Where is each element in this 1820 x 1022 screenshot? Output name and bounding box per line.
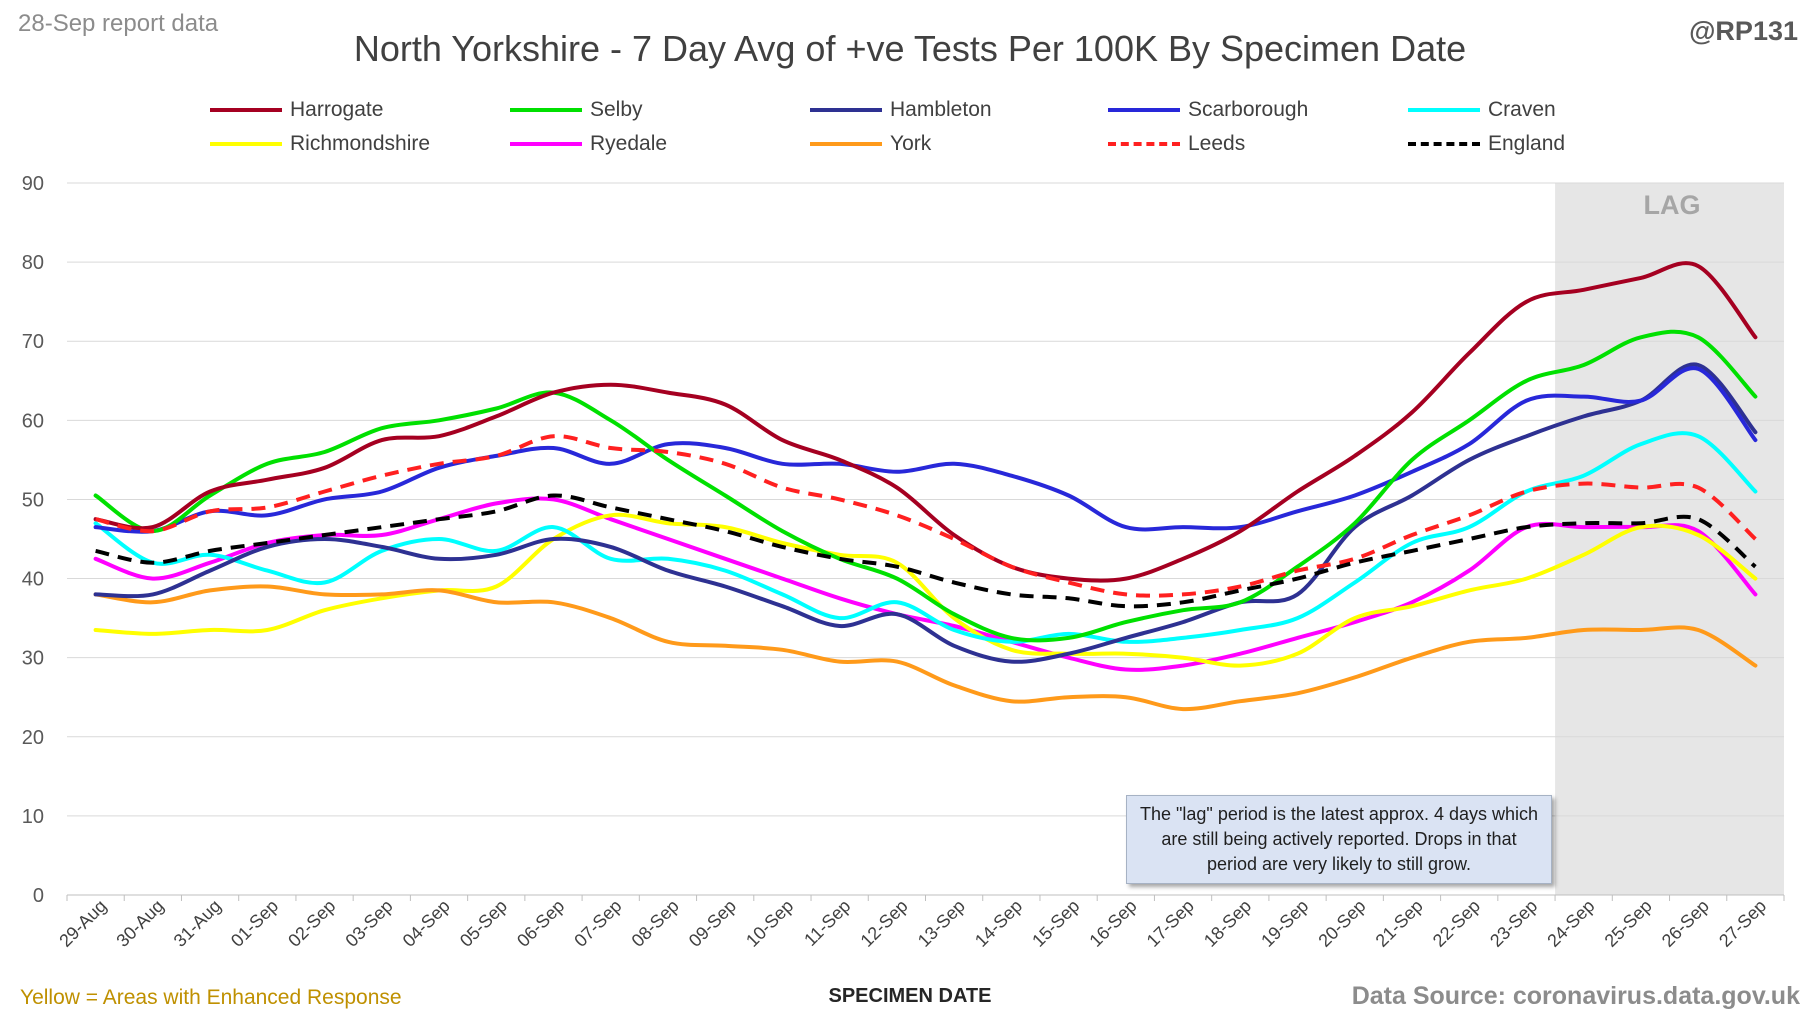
series-line-england <box>95 493 1757 609</box>
y-tick-label: 10 <box>22 806 44 828</box>
y-tick-label: 70 <box>22 331 44 353</box>
legend-item-harrogate: Harrogate <box>210 95 383 125</box>
x-tick-label: 09-Sep <box>685 896 740 951</box>
enhanced-response-note: Yellow = Areas with Enhanced Response <box>20 986 402 1009</box>
x-tick-label: 21-Sep <box>1372 896 1427 951</box>
series-line-selby <box>93 329 1758 643</box>
data-source: Data Source: coronavirus.data.gov.uk <box>1351 982 1800 1010</box>
x-tick-label: 14-Sep <box>971 896 1026 951</box>
x-tick-label: 31-Aug <box>170 896 225 951</box>
legend-label: Leeds <box>1188 132 1246 155</box>
author-handle: @RP131 <box>1689 16 1798 46</box>
series-lines <box>93 261 1758 712</box>
y-axis: 0 10 20 30 40 50 60 70 80 90 <box>22 173 44 907</box>
chart-title: North Yorkshire - 7 Day Avg of +ve Tests… <box>353 28 1467 69</box>
x-tick-label: 06-Sep <box>513 896 568 951</box>
legend-label: Craven <box>1488 98 1556 121</box>
legend-swatch <box>810 142 882 146</box>
series-line-hambleton <box>93 362 1758 664</box>
x-tick-label: 10-Sep <box>742 896 797 951</box>
y-tick-label: 60 <box>22 410 44 432</box>
legend-item-england: England <box>1408 129 1565 159</box>
series-line-harrogate <box>93 261 1758 583</box>
x-tick-label: 12-Sep <box>857 896 912 951</box>
legend-label: Richmondshire <box>290 132 431 155</box>
x-tick-label: 02-Sep <box>284 896 339 951</box>
x-tick-label: 05-Sep <box>456 896 511 951</box>
lag-band <box>1555 183 1784 895</box>
legend-label: Ryedale <box>590 132 668 155</box>
legend-swatch <box>1408 142 1480 146</box>
legend-item-scarborough: Scarborough <box>1108 95 1308 125</box>
x-tick-label: 30-Aug <box>112 896 167 951</box>
legend-swatch <box>810 108 882 112</box>
x-tick-label: 01-Sep <box>227 896 282 951</box>
legend-item-leeds: Leeds <box>1108 129 1245 159</box>
legend-item-hambleton: Hambleton <box>810 95 992 125</box>
x-tick-label: 13-Sep <box>914 896 969 951</box>
legend-label: Selby <box>590 98 643 121</box>
x-tick-label: 25-Sep <box>1601 896 1656 951</box>
report-date-label: 28-Sep report data <box>18 10 219 37</box>
legend-label: Scarborough <box>1188 98 1309 121</box>
y-tick-label: 80 <box>22 252 44 274</box>
legend-item-selby: Selby <box>510 95 643 125</box>
legend-item-craven: Craven <box>1408 95 1556 125</box>
legend-swatch <box>210 108 282 112</box>
legend-item-ryedale: Ryedale <box>510 129 667 159</box>
series-line-york <box>93 584 1758 712</box>
series-line-leeds <box>95 434 1757 598</box>
x-tick-label: 29-Aug <box>55 896 110 951</box>
legend-label: Harrogate <box>290 98 384 121</box>
legend-swatch <box>1108 142 1180 146</box>
lag-label: LAG <box>1643 190 1701 220</box>
legend-swatch <box>210 142 282 146</box>
legend-swatch <box>510 108 582 112</box>
x-tick-label: 08-Sep <box>628 896 683 951</box>
series-line-scarborough <box>93 366 1758 534</box>
y-tick-label: 90 <box>22 173 44 195</box>
x-tick-label: 18-Sep <box>1200 896 1255 951</box>
legend-label: Hambleton <box>890 98 992 121</box>
x-axis-title: SPECIMEN DATE <box>828 985 992 1007</box>
legend-swatch <box>1408 108 1480 112</box>
y-tick-label: 40 <box>22 569 44 591</box>
lag-annotation: The "lag" period is the latest approx. 4… <box>1126 795 1552 884</box>
x-tick-label: 23-Sep <box>1486 896 1541 951</box>
y-tick-label: 50 <box>22 489 44 511</box>
x-tick-label: 19-Sep <box>1257 896 1312 951</box>
x-tick-label: 26-Sep <box>1658 896 1713 951</box>
legend-label: England <box>1488 132 1566 155</box>
x-tick-label: 17-Sep <box>1143 896 1198 951</box>
x-tick-label: 15-Sep <box>1028 896 1083 951</box>
x-tick-label: 20-Sep <box>1314 896 1369 951</box>
x-tick-label: 03-Sep <box>341 896 396 951</box>
x-tick-label: 07-Sep <box>570 896 625 951</box>
x-tick-label: 27-Sep <box>1715 896 1770 951</box>
y-tick-label: 20 <box>22 727 44 749</box>
x-tick-label: 22-Sep <box>1429 896 1484 951</box>
legend-item-york: York <box>810 129 931 159</box>
legend-label: York <box>890 132 932 155</box>
x-tick-label: 11-Sep <box>800 896 854 950</box>
series-line-craven <box>93 431 1758 644</box>
y-tick-label: 0 <box>33 885 44 907</box>
x-tick-label: 04-Sep <box>399 896 454 951</box>
legend-swatch <box>510 142 582 146</box>
legend-item-richmondshire: Richmondshire <box>210 129 430 159</box>
x-tick-label: 16-Sep <box>1085 896 1140 951</box>
y-tick-label: 30 <box>22 648 44 670</box>
x-tick-label: 24-Sep <box>1543 896 1598 951</box>
x-axis: 29-Aug 30-Aug 31-Aug 01-Sep 02-Sep 03-Sep 04-S… <box>55 895 1785 951</box>
series-line-richmondshire <box>93 512 1758 668</box>
legend-swatch <box>1108 108 1180 112</box>
